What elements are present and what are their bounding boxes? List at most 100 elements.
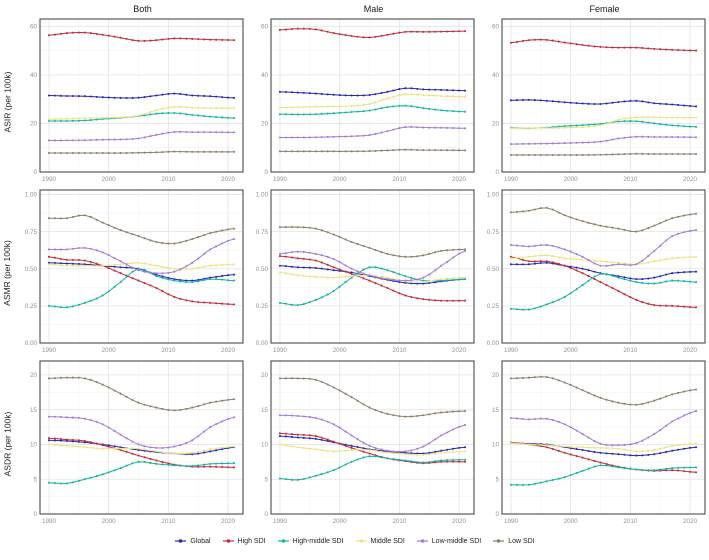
series-middle-sdi [278,93,467,109]
svg-text:2020: 2020 [683,518,698,525]
svg-text:1990: 1990 [504,518,519,525]
svg-text:20: 20 [30,121,38,128]
svg-text:1.00: 1.00 [256,192,269,199]
svg-text:1990: 1990 [273,347,288,354]
series-middle-sdi [47,443,236,455]
svg-text:0.50: 0.50 [25,266,38,273]
svg-text:2010: 2010 [392,518,407,525]
col-title-both: Both [133,4,152,14]
svg-text:1990: 1990 [273,518,288,525]
svg-text:5: 5 [33,476,37,483]
svg-text:0.00: 0.00 [487,340,500,347]
svg-text:2000: 2000 [564,176,579,183]
svg-text:2010: 2010 [392,347,407,354]
y-axis-title: ASDR (per 100k) [2,411,12,476]
svg-text:0.75: 0.75 [256,229,269,236]
svg-text:1990: 1990 [42,347,57,354]
series-low-sdi [278,377,467,418]
svg-text:0.50: 0.50 [256,266,269,273]
svg-text:0.25: 0.25 [487,303,500,310]
svg-text:2000: 2000 [102,176,117,183]
svg-text:20: 20 [492,372,500,379]
series-middle-sdi [47,105,236,121]
legend-item-low-sdi: Low SDI [492,537,535,545]
svg-text:5: 5 [264,476,268,483]
chart-row: ASDR (per 100k) 0 5 10 15 20 1990 2000 2010 2020 0… [0,358,709,529]
legend-marker-icon [416,539,428,543]
svg-text:10: 10 [492,442,500,449]
chart-row: ASMR (per 100k) 0.00 0.25 0.50 0.75 1.00 1990 2… [0,187,709,358]
panel-asir-male: 0 20 40 60 1990 2000 2010 2020 [261,18,475,183]
series-high-sdi [509,255,698,309]
svg-text:2000: 2000 [333,176,348,183]
svg-text:2020: 2020 [683,347,698,354]
svg-text:40: 40 [492,72,500,79]
series-global [509,98,698,108]
series-low-middle-sdi [509,229,698,268]
svg-text:2020: 2020 [221,347,236,354]
series-high-middle-sdi [47,111,236,123]
legend-marker-icon [277,539,289,543]
svg-text:2020: 2020 [221,518,236,525]
series-low-middle-sdi [47,415,236,450]
panel-asmr-male: 0.00 0.25 0.50 0.75 1.00 1990 2000 2010 2020 [256,189,475,354]
panel-asdr-female: 0 5 10 15 20 1990 2000 2010 2020 [492,360,706,525]
svg-text:2010: 2010 [623,176,638,183]
series-global [509,261,698,281]
panel-asir-female: 0 20 40 60 1990 2000 2010 2020 [492,18,706,183]
svg-text:60: 60 [492,23,500,30]
svg-text:2020: 2020 [452,518,467,525]
legend-item-high-middle-sdi: High-middle SDI [277,537,344,545]
gutter-spacer [0,3,14,16]
svg-text:2020: 2020 [452,176,467,183]
svg-text:0: 0 [495,169,499,176]
column-titles-row: Both Male Female [0,3,709,16]
series-high-middle-sdi [278,455,467,481]
svg-text:2000: 2000 [333,518,348,525]
svg-text:1990: 1990 [42,176,57,183]
svg-text:0: 0 [264,511,268,518]
legend-marker-icon [493,539,505,543]
svg-text:40: 40 [30,72,38,79]
svg-text:2010: 2010 [161,518,176,525]
legend-item-global: Global [174,537,211,545]
svg-text:2010: 2010 [623,518,638,525]
svg-text:1.00: 1.00 [25,192,38,199]
panel-asdr-both: 0 5 10 15 20 1990 2000 2010 2020 [30,360,244,525]
col-title-female: Female [589,4,620,14]
svg-text:5: 5 [495,476,499,483]
chart-grid: ASIR (per 100k) 0 20 40 60 1990 2000 2010 2020 0 2… [0,16,709,529]
svg-text:2010: 2010 [161,176,176,183]
legend-item-high-sdi: High SDI [222,537,266,545]
series-high-sdi [47,255,236,306]
svg-text:2020: 2020 [683,176,698,183]
svg-text:0: 0 [33,511,37,518]
svg-text:10: 10 [261,442,269,449]
svg-text:2000: 2000 [102,347,117,354]
svg-text:2020: 2020 [452,347,467,354]
series-low-middle-sdi [47,130,236,142]
svg-text:0: 0 [33,169,37,176]
legend-item-low-middle-sdi: Low-middle SDI [416,537,481,545]
svg-text:15: 15 [30,407,38,414]
svg-text:2010: 2010 [623,347,638,354]
svg-text:20: 20 [261,372,269,379]
series-low-sdi [47,214,236,245]
panel-asmr-female: 0.00 0.25 0.50 0.75 1.00 1990 2000 2010 2020 [487,189,706,354]
svg-text:1.00: 1.00 [487,192,500,199]
series-low-sdi [278,225,467,258]
series-middle-sdi [278,443,467,456]
series-low-middle-sdi [278,414,467,453]
legend-label: Low SDI [508,537,535,545]
legend-label: High SDI [237,537,266,545]
svg-text:2000: 2000 [564,347,579,354]
panel-asmr-both: 0.00 0.25 0.50 0.75 1.00 1990 2000 2010 2020 [25,189,244,354]
svg-text:1990: 1990 [42,518,57,525]
series-low-sdi [509,152,698,157]
svg-text:40: 40 [261,72,269,79]
legend-item-middle-sdi: Middle SDI [355,537,405,545]
legend-marker-icon [355,539,367,543]
panel-asdr-male: 0 5 10 15 20 1990 2000 2010 2020 [261,360,475,525]
svg-text:60: 60 [30,23,38,30]
